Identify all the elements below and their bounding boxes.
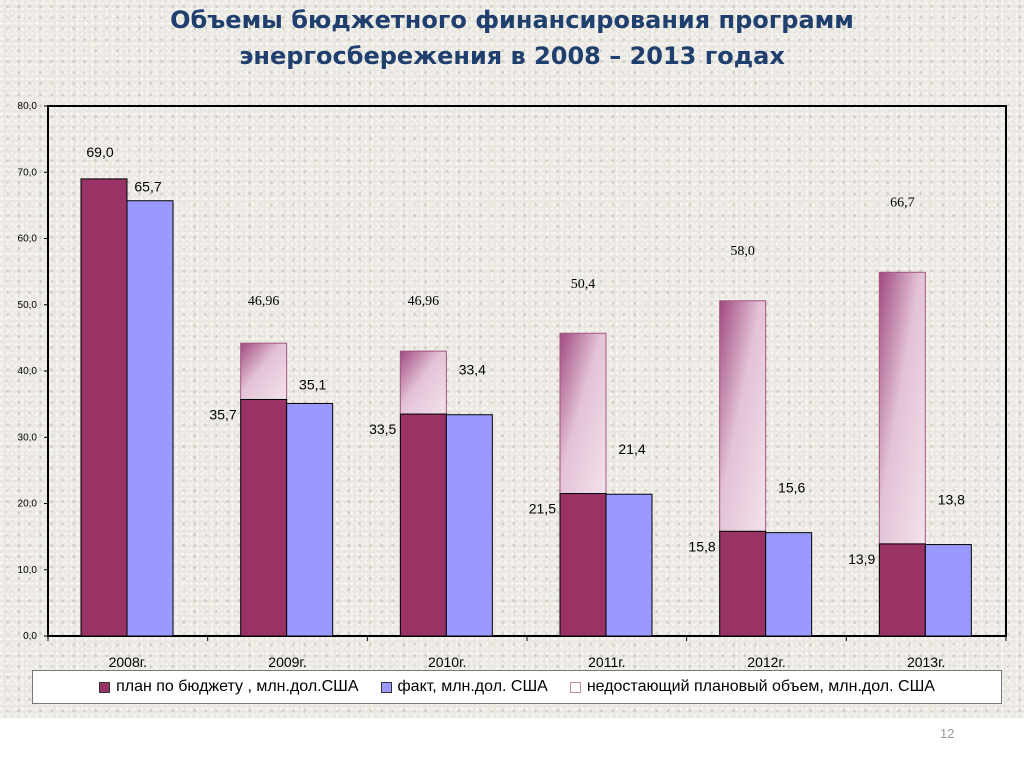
x-axis: 2008г. 2009г. 2010г. 2011г. 2012г. 2013г. [47,636,1007,670]
x-tick-label: 2011г. [588,654,625,670]
bar-plan [399,413,447,637]
slide-title: Объемы бюджетного финансирования програм… [0,2,1024,74]
legend-swatch-fact [380,681,392,693]
bar-plan [240,398,288,637]
data-label-plan: 15,8 [688,538,715,554]
bar-shortfall [878,271,926,545]
data-label-fact: 65,7 [134,179,161,195]
data-label-plan: 33,5 [369,421,396,437]
y-tick-label: 20,0 [18,499,38,510]
y-tick-label: 10,0 [18,565,38,576]
data-label-fact: 15,6 [778,480,805,496]
data-label-plan: 69,0 [86,144,113,160]
data-labels: 69,0 65,7 35,7 35,1 46,96 33,5 33,4 46,96 21,5 21… [86,144,965,567]
legend-label-shortfall: недостающий плановый объем, млн.дол. США [586,678,935,695]
data-label-total: 46,96 [408,294,440,309]
data-label-total: 46,96 [248,294,280,309]
title-line-1: Объемы бюджетного финансирования програм… [170,6,854,34]
data-label-total: 50,4 [571,277,596,292]
x-tick-label: 2009г. [268,654,306,670]
bar-plan [719,530,767,637]
y-tick-label: 30,0 [18,432,38,443]
bar-shortfall [240,342,288,400]
legend-item-shortfall: недостающий плановый объем, млн.дол. США [569,678,935,696]
data-label-plan: 13,9 [848,551,875,567]
bar-shortfall [559,332,607,495]
x-tick-label: 2012г. [747,654,785,670]
legend: план по бюджету , млн.дол.США факт, млн.… [32,670,1002,704]
y-tick-label: 70,0 [18,167,38,178]
x-tick-label: 2010г. [428,654,466,670]
y-tick-label: 60,0 [18,234,38,245]
data-label-total: 66,7 [890,196,915,211]
y-axis: 0,0 10,0 20,0 30,0 40,0 50,0 60,0 70,0 80,0 [18,101,48,642]
bar-fact [765,532,813,637]
legend-item-fact: факт, млн.дол. США [380,678,548,696]
data-label-fact: 13,8 [938,492,965,508]
legend-swatch-plan [99,681,111,693]
bar-plan [80,178,128,637]
data-label-fact: 21,4 [618,441,645,457]
slide-number: 12 [940,726,955,741]
x-tick-label: 2008г. [109,654,147,670]
y-tick-label: 50,0 [18,300,38,311]
bar-shortfall [399,350,447,415]
x-tick-label: 2013г. [907,654,945,670]
data-label-fact: 33,4 [459,362,486,378]
bar-fact [924,544,972,637]
y-tick-label: 80,0 [18,101,38,112]
bar-plan [559,493,607,637]
title-line-2: энергосбережения в 2008 – 2013 годах [239,42,785,70]
legend-label-fact: факт, млн.дол. США [397,678,548,695]
data-label-plan: 35,7 [209,406,236,422]
data-label-fact: 35,1 [299,376,326,392]
bar-chart: 0,0 10,0 20,0 30,0 40,0 50,0 60,0 70,0 80,0 2008… [18,101,1007,670]
bar-fact [605,493,653,637]
legend-item-plan: план по бюджету , млн.дол.США [99,678,359,696]
bar-fact [286,402,334,637]
bars [80,178,972,637]
y-tick-label: 40,0 [18,366,38,377]
data-label-plan: 21,5 [529,501,556,517]
y-tick-label: 0,0 [23,631,37,642]
legend-swatch-shortfall [569,681,581,693]
legend-label-plan: план по бюджету , млн.дол.США [116,678,359,695]
bar-plan [878,543,926,637]
bar-fact [126,200,174,637]
bar-shortfall [719,300,767,532]
data-label-total: 58,0 [730,244,755,259]
bar-fact [445,414,493,637]
